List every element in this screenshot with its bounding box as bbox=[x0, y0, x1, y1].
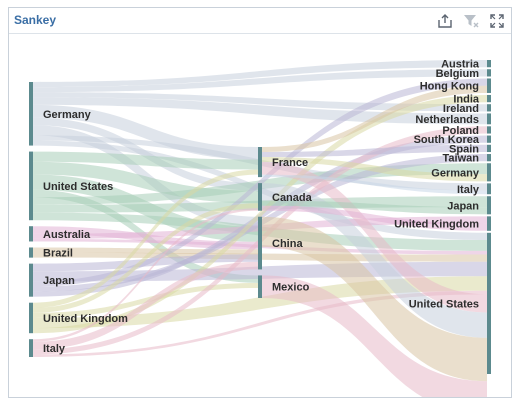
sankey-node-label: Australia bbox=[43, 229, 91, 241]
clear-filter-icon bbox=[464, 15, 479, 28]
sankey-link[interactable] bbox=[262, 183, 487, 338]
sankey-node-label: France bbox=[272, 157, 308, 169]
sankey-node[interactable] bbox=[487, 113, 491, 125]
sankey-node-label: Mexico bbox=[272, 282, 310, 294]
sankey-node-label: Italy bbox=[43, 343, 66, 355]
sankey-link[interactable] bbox=[262, 200, 487, 215]
sankey-node[interactable] bbox=[487, 196, 491, 215]
clear-filter-button[interactable] bbox=[461, 11, 481, 31]
sankey-node-label: Hong Kong bbox=[420, 81, 479, 93]
sankey-node-label: China bbox=[272, 238, 303, 250]
export-icon bbox=[438, 14, 452, 28]
sankey-node[interactable] bbox=[487, 154, 491, 162]
sankey-link[interactable] bbox=[33, 208, 258, 342]
sankey-node[interactable] bbox=[258, 216, 262, 270]
sankey-link[interactable] bbox=[262, 174, 487, 195]
sankey-node[interactable] bbox=[29, 226, 33, 242]
sankey-node-label: Netherlands bbox=[415, 114, 479, 126]
sankey-node-label: Austria bbox=[441, 59, 480, 71]
sankey-link[interactable] bbox=[33, 125, 258, 227]
maximize-icon bbox=[490, 14, 504, 28]
sankey-node[interactable] bbox=[487, 216, 491, 231]
sankey-link[interactable] bbox=[262, 144, 487, 158]
sankey-node-label: United States bbox=[43, 181, 113, 193]
sankey-node-label: Poland bbox=[442, 125, 479, 137]
sankey-node-label: Brazil bbox=[43, 248, 73, 260]
sankey-link[interactable] bbox=[33, 60, 487, 88]
sankey-node[interactable] bbox=[487, 232, 491, 374]
sankey-node-label: Japan bbox=[447, 200, 479, 212]
export-button[interactable] bbox=[435, 11, 455, 31]
widget-toolbar bbox=[435, 11, 507, 31]
sankey-node-label: Germany bbox=[43, 109, 92, 121]
sankey-node[interactable] bbox=[29, 302, 33, 334]
sankey-link[interactable] bbox=[33, 78, 487, 287]
sankey-node-label: Spain bbox=[449, 143, 479, 155]
widget-caption: Sankey bbox=[9, 8, 511, 34]
sankey-node[interactable] bbox=[29, 151, 33, 221]
sankey-node[interactable] bbox=[258, 275, 262, 298]
widget-title: Sankey bbox=[14, 13, 57, 27]
sankey-widget: Sankey bbox=[8, 7, 512, 398]
sankey-link[interactable] bbox=[33, 203, 258, 313]
chart-area: Germany United States Australia Brazil Japan… bbox=[9, 34, 511, 397]
sankey-node-label: Ireland bbox=[443, 103, 479, 115]
sankey-labels: Germany United States Australia Brazil Japan… bbox=[43, 59, 480, 355]
sankey-node[interactable] bbox=[487, 104, 491, 112]
sankey-node[interactable] bbox=[487, 135, 491, 143]
sankey-link[interactable] bbox=[33, 104, 258, 160]
sankey-node-label: Japan bbox=[43, 275, 75, 287]
maximize-button[interactable] bbox=[487, 11, 507, 31]
sankey-link[interactable] bbox=[262, 157, 487, 182]
sankey-link[interactable] bbox=[33, 94, 487, 334]
sankey-node[interactable] bbox=[487, 144, 491, 153]
sankey-link[interactable] bbox=[33, 69, 487, 93]
sankey-node[interactable] bbox=[29, 247, 33, 258]
sankey-link[interactable] bbox=[262, 162, 487, 313]
sankey-link[interactable] bbox=[33, 151, 258, 170]
sankey-node-label: Belgium bbox=[436, 68, 480, 80]
sankey-node[interactable] bbox=[29, 263, 33, 297]
sankey-node-label: India bbox=[453, 94, 480, 106]
sankey-node[interactable] bbox=[258, 147, 262, 178]
sankey-link[interactable] bbox=[33, 290, 487, 357]
sankey-node-label: Italy bbox=[457, 184, 480, 196]
sankey-node[interactable] bbox=[487, 60, 491, 68]
sankey-node[interactable] bbox=[487, 163, 491, 182]
sankey-node[interactable] bbox=[29, 82, 33, 146]
sankey-node[interactable] bbox=[29, 339, 33, 357]
sankey-link[interactable] bbox=[33, 169, 258, 308]
sankey-link[interactable] bbox=[262, 216, 487, 382]
sankey-node-label: United States bbox=[409, 298, 479, 310]
sankey-link[interactable] bbox=[262, 275, 487, 397]
sankey-node-label: United Kingdom bbox=[43, 313, 128, 325]
sankey-node-label: Taiwan bbox=[443, 153, 480, 165]
sankey-nodes bbox=[29, 60, 491, 374]
sankey-node[interactable] bbox=[487, 183, 491, 195]
sankey-chart: Germany United States Australia Brazil Japan… bbox=[29, 59, 491, 397]
sankey-node[interactable] bbox=[487, 94, 491, 103]
sankey-node[interactable] bbox=[487, 78, 491, 93]
sankey-node-label: Canada bbox=[272, 192, 313, 204]
sankey-node-label: South Korea bbox=[414, 134, 480, 146]
sankey-node[interactable] bbox=[487, 126, 491, 134]
sankey-link[interactable] bbox=[33, 282, 258, 318]
sankey-node[interactable] bbox=[487, 69, 491, 77]
sankey-node-label: Germany bbox=[431, 167, 480, 179]
sankey-node[interactable] bbox=[258, 183, 262, 211]
sankey-link[interactable] bbox=[33, 261, 258, 350]
sankey-link[interactable] bbox=[262, 85, 487, 153]
sankey-link[interactable] bbox=[262, 205, 487, 231]
sankey-node-label: United Kingdom bbox=[394, 219, 479, 231]
